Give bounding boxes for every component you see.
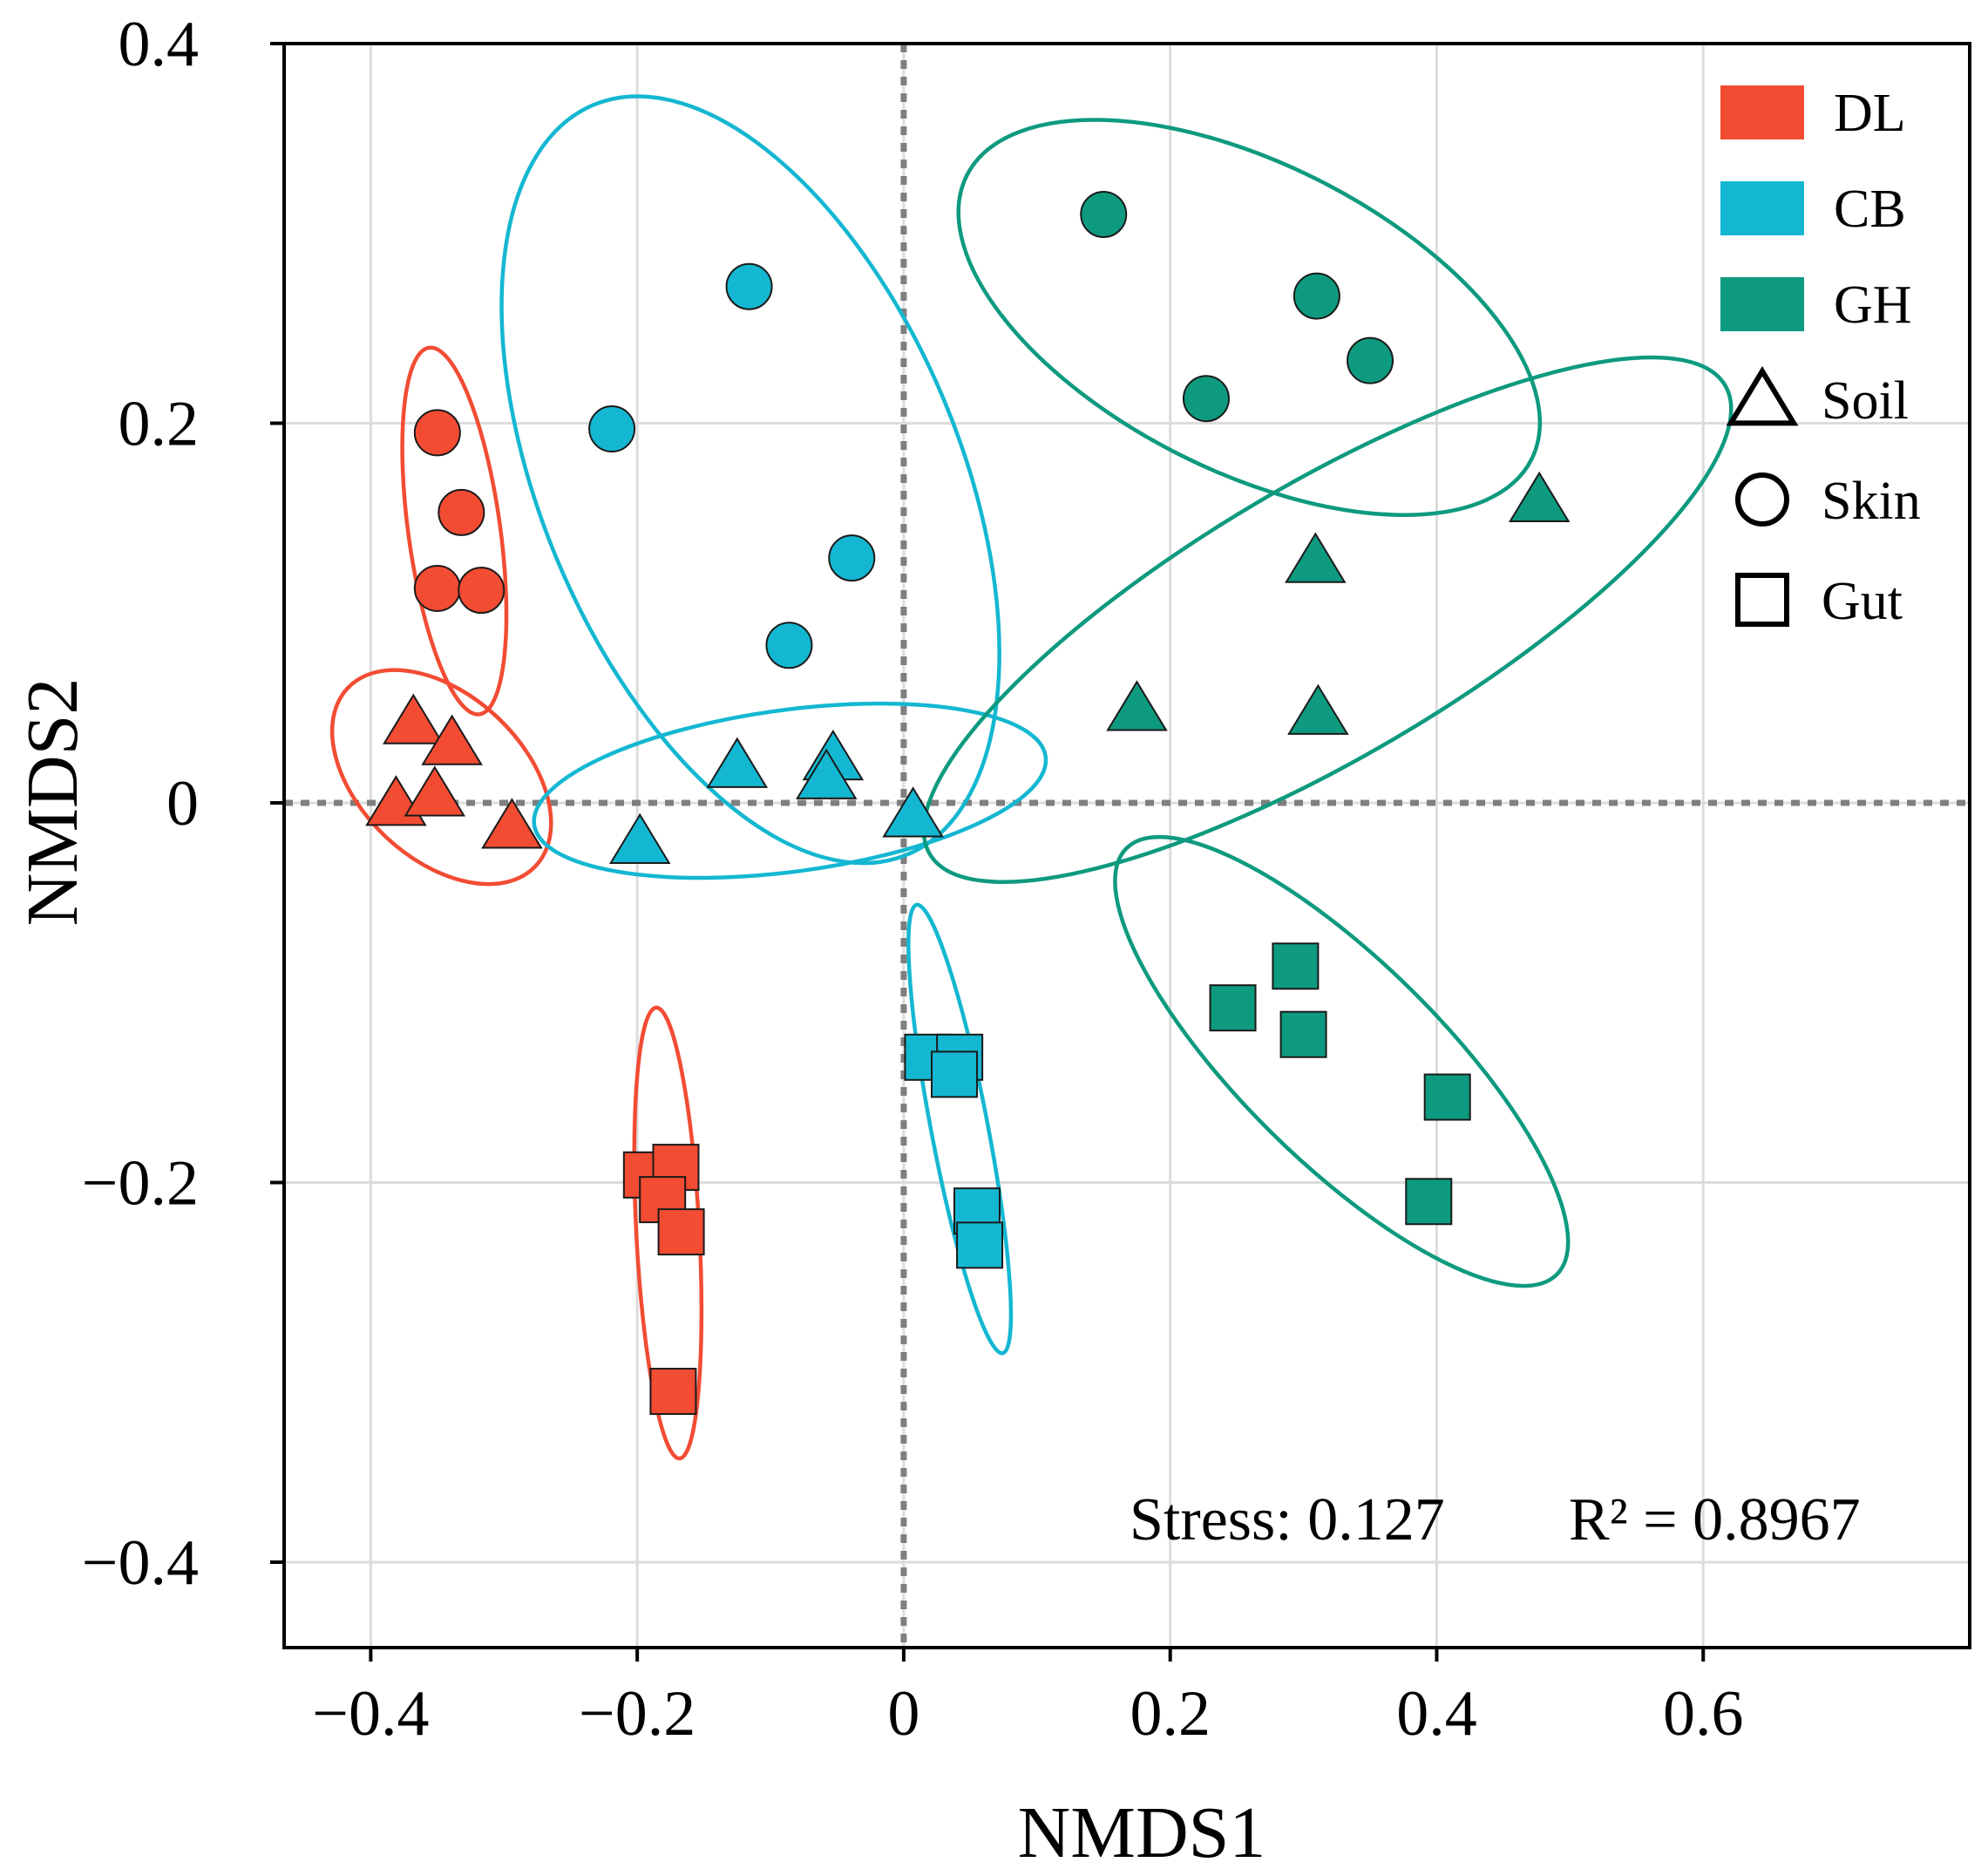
ellipse-dl-soil bbox=[329, 668, 553, 887]
zero-lines bbox=[284, 44, 1970, 1648]
ellipse-cb-soil bbox=[532, 701, 1048, 880]
point-cb-soil-0 bbox=[706, 737, 769, 788]
x-tick-label-4: 0.4 bbox=[1396, 1678, 1477, 1750]
point-cb-skin-1 bbox=[588, 405, 636, 453]
axis-ticks bbox=[270, 42, 1706, 1662]
legend-swatch-cb bbox=[1720, 181, 1804, 235]
x-tick-label-5: 0.6 bbox=[1663, 1678, 1744, 1750]
x-tick-label-2: 0 bbox=[887, 1678, 919, 1750]
y-axis-title: NMDS2 bbox=[12, 678, 93, 927]
point-dl-soil-4 bbox=[481, 798, 543, 849]
point-dl-gut-4 bbox=[649, 1368, 697, 1416]
ellipse-dl-skin bbox=[400, 345, 509, 717]
point-dl-skin-0 bbox=[413, 409, 461, 457]
point-dl-skin-3 bbox=[458, 567, 505, 615]
point-cb-skin-3 bbox=[765, 622, 813, 670]
x-tick-label-1: −0.2 bbox=[579, 1678, 695, 1750]
point-gh-skin-2 bbox=[1347, 336, 1394, 384]
legend-swatch-dl bbox=[1720, 85, 1804, 139]
legend: DL CB GH Soil Skin Gut bbox=[1720, 84, 1921, 631]
point-cb-soil-3 bbox=[882, 786, 944, 838]
point-cb-skin-2 bbox=[828, 534, 876, 582]
point-gh-gut-0 bbox=[1272, 942, 1320, 990]
point-gh-soil-1 bbox=[1285, 532, 1347, 583]
legend-label-soil: Soil bbox=[1822, 371, 1909, 431]
r2-annotation: R² = 0.8967 bbox=[1569, 1486, 1861, 1553]
stress-annotation: Stress: 0.127 bbox=[1130, 1486, 1445, 1553]
point-dl-gut-3 bbox=[657, 1208, 705, 1256]
point-dl-skin-2 bbox=[413, 564, 461, 612]
point-dl-skin-1 bbox=[438, 488, 485, 536]
confidence-ellipses bbox=[329, 94, 1734, 1461]
legend-marker-skin bbox=[1735, 472, 1789, 527]
point-dl-soil-1 bbox=[421, 714, 483, 765]
point-gh-soil-0 bbox=[1508, 471, 1571, 523]
y-tick-label-2: 0 bbox=[166, 768, 199, 839]
point-dl-soil-0 bbox=[383, 693, 444, 744]
legend-swatch-gh bbox=[1720, 277, 1804, 331]
legend-label-gh: GH bbox=[1834, 275, 1912, 335]
plot-frame bbox=[282, 42, 1971, 1649]
ellipse-gh-gut bbox=[1113, 834, 1571, 1288]
point-cb-gut-2 bbox=[931, 1050, 979, 1098]
tick-labels: −0.4 −0.2 0 0.2 0.4 0.6 −0.4 −0.2 0 0.2 0.4 bbox=[82, 9, 1744, 1750]
point-gh-soil-2 bbox=[1106, 680, 1168, 731]
point-gh-gut-3 bbox=[1423, 1073, 1471, 1121]
legend-label-skin: Skin bbox=[1822, 472, 1921, 531]
point-gh-gut-2 bbox=[1279, 1010, 1327, 1058]
point-cb-soil-2 bbox=[795, 748, 858, 799]
y-tick-label-4: 0.4 bbox=[119, 9, 200, 80]
point-gh-skin-0 bbox=[1080, 190, 1128, 238]
point-gh-gut-1 bbox=[1209, 984, 1257, 1032]
point-gh-skin-1 bbox=[1293, 272, 1340, 320]
y-tick-label-0: −0.4 bbox=[82, 1527, 199, 1599]
point-cb-soil-4 bbox=[608, 812, 671, 864]
legend-label-gut: Gut bbox=[1822, 572, 1903, 631]
legend-marker-gut bbox=[1735, 573, 1789, 627]
point-cb-skin-0 bbox=[725, 262, 773, 310]
data-points bbox=[365, 190, 1571, 1416]
point-gh-skin-3 bbox=[1182, 375, 1230, 423]
point-cb-gut-4 bbox=[956, 1221, 1004, 1269]
legend-label-cb: CB bbox=[1834, 180, 1906, 239]
y-tick-label-3: 0.2 bbox=[119, 389, 200, 460]
point-gh-soil-3 bbox=[1287, 683, 1349, 735]
x-tick-label-0: −0.4 bbox=[312, 1678, 429, 1750]
legend-label-dl: DL bbox=[1834, 84, 1906, 143]
legend-marker-soil bbox=[1726, 366, 1799, 426]
x-axis-title: NMDS1 bbox=[1018, 1792, 1266, 1873]
ellipse-gh-soil bbox=[921, 355, 1734, 884]
point-gh-gut-4 bbox=[1405, 1178, 1453, 1226]
y-tick-label-1: −0.2 bbox=[82, 1148, 199, 1220]
x-tick-label-3: 0.2 bbox=[1130, 1678, 1211, 1750]
ellipse-gh-skin bbox=[956, 118, 1543, 518]
ellipse-cb-gut bbox=[906, 902, 1014, 1356]
ellipse-cb-skin bbox=[499, 94, 1001, 866]
point-dl-soil-3 bbox=[404, 765, 466, 817]
